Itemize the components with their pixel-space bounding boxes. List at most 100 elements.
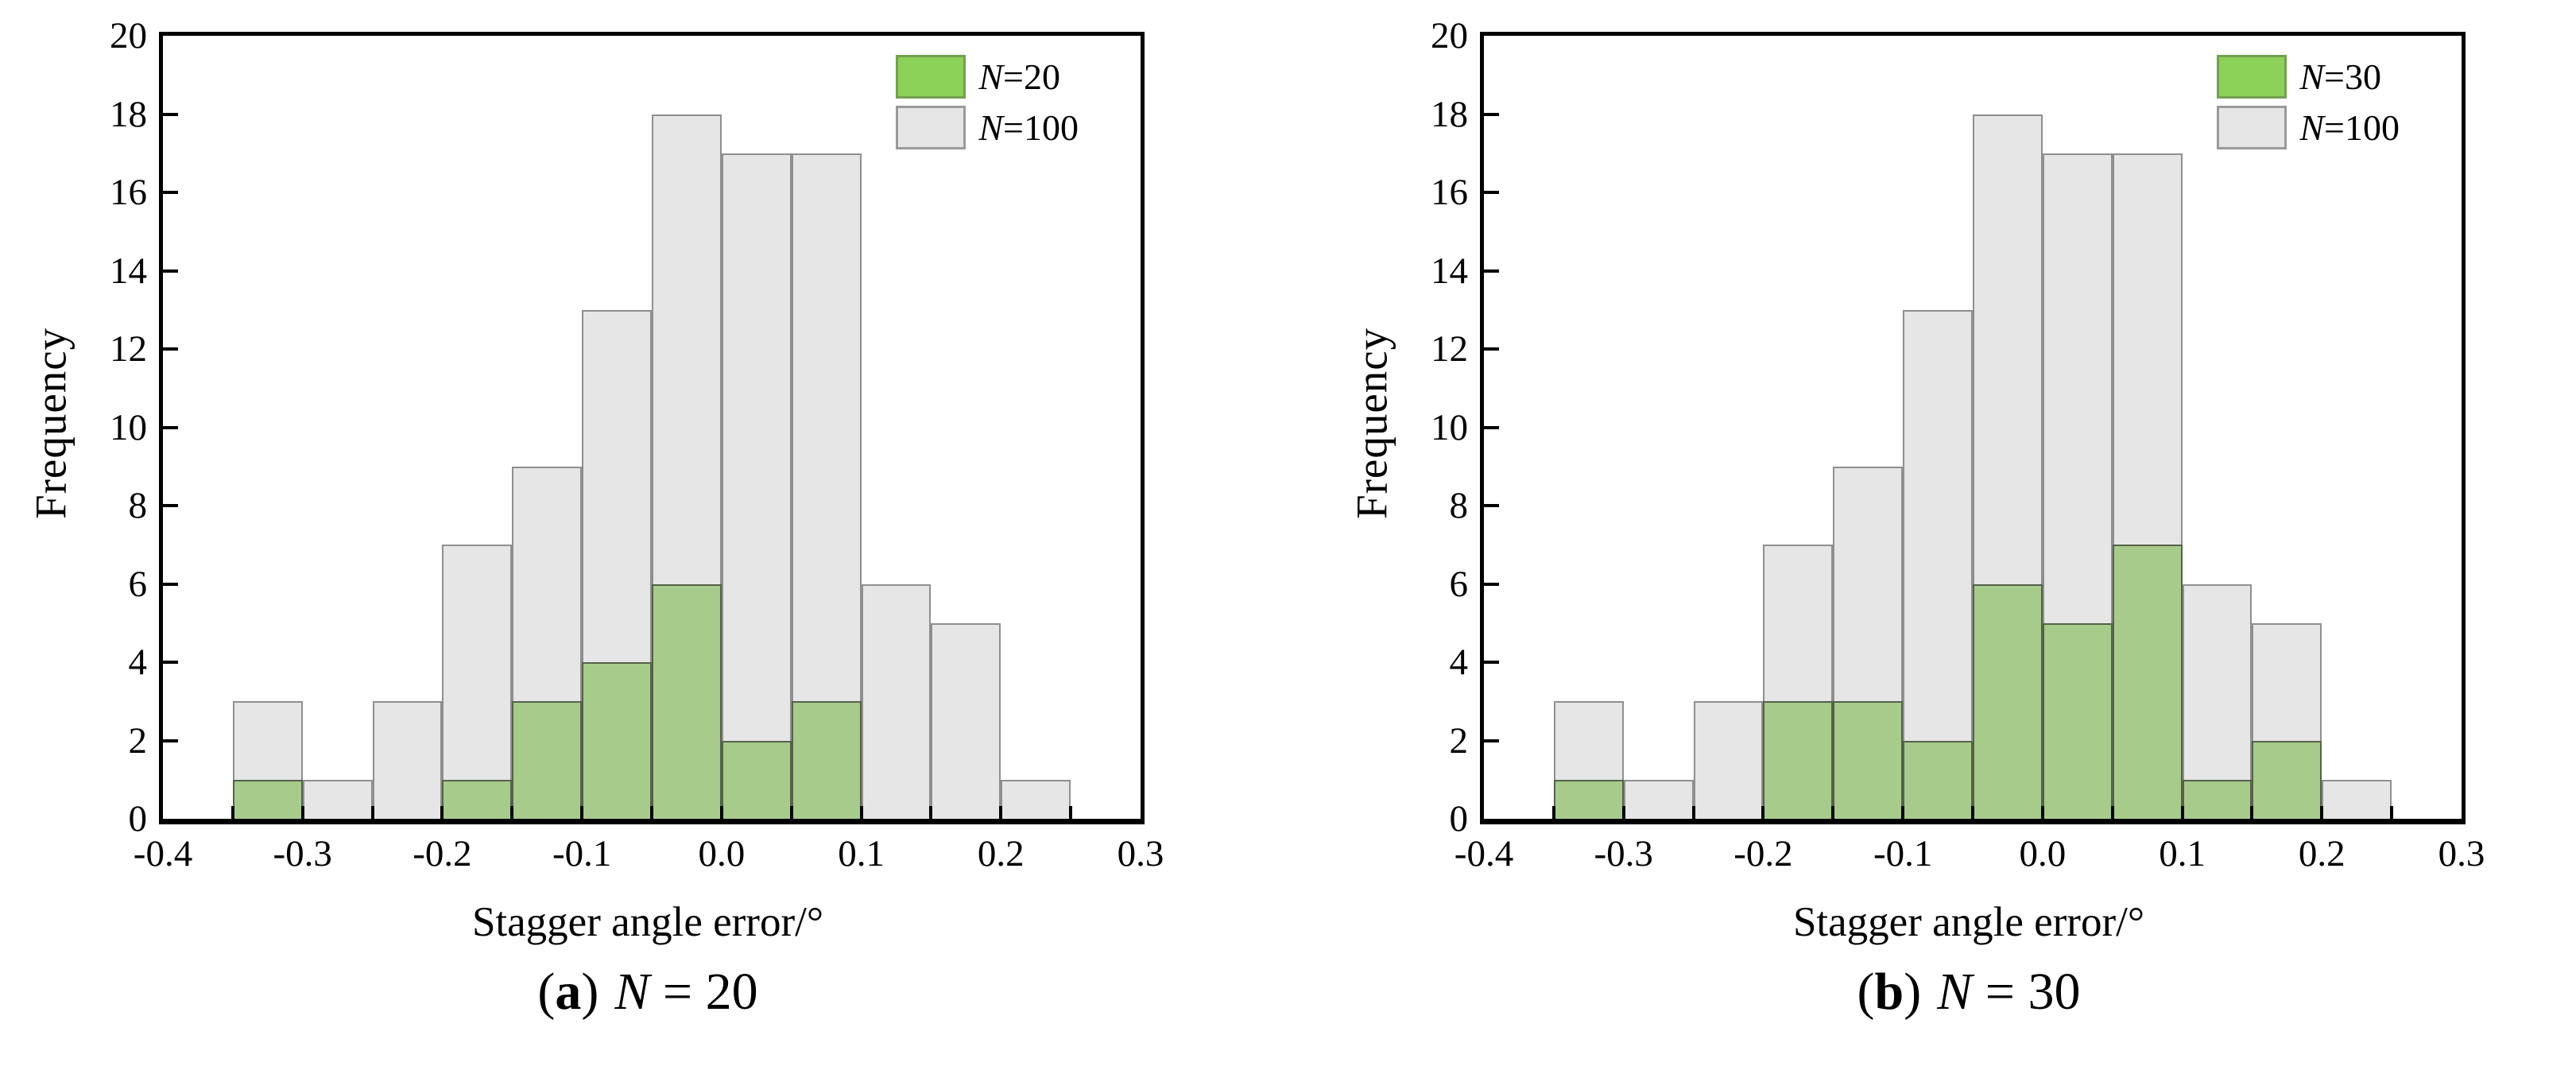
x-tick-mark bbox=[1551, 806, 1555, 819]
histogram-bar-N=30 bbox=[2042, 622, 2113, 819]
y-tick-mark bbox=[163, 347, 178, 351]
x-tick-mark bbox=[230, 806, 234, 819]
y-tick-label: 10 bbox=[110, 406, 147, 448]
histogram-bar-N=20 bbox=[442, 779, 513, 819]
y-tick-label: 12 bbox=[110, 328, 147, 370]
y-tick-label: 4 bbox=[128, 642, 148, 683]
histogram-bar-N=100 bbox=[1903, 309, 1973, 819]
y-tick-label: 4 bbox=[1449, 642, 1469, 683]
x-tick-mark bbox=[929, 806, 933, 819]
y-tick-label: 16 bbox=[1431, 172, 1468, 213]
y-tick-mark bbox=[163, 112, 178, 116]
y-tick-label: 8 bbox=[1449, 485, 1469, 526]
histogram-bar-N=30 bbox=[1973, 583, 2043, 819]
y-tick-label: 14 bbox=[1431, 250, 1468, 292]
chart-panel-b: Frequency -0.4 -0.3 -0.2 -0.1 0.0 0.1 0.2 0.3 0 2… bbox=[1321, 0, 2576, 1070]
caption-paren: ( bbox=[1857, 963, 1875, 1021]
x-tick-label: 0.1 bbox=[2159, 833, 2206, 874]
x-tick-mark bbox=[1831, 806, 1835, 819]
x-axis-title: Stagger angle error/° bbox=[1792, 899, 2145, 945]
x-tick-label: -0.3 bbox=[1594, 833, 1653, 874]
x-tick-mark bbox=[650, 806, 653, 819]
histogram-bar-N=100 bbox=[1001, 779, 1071, 819]
x-tick-mark bbox=[1761, 806, 1765, 819]
legend: N=20 N=100 bbox=[896, 55, 1079, 149]
x-tick-mark bbox=[370, 806, 374, 819]
y-tick-label: 14 bbox=[110, 250, 147, 292]
x-tick-mark bbox=[1069, 806, 1073, 819]
y-tick-label: 6 bbox=[1449, 563, 1469, 605]
caption-letter: a bbox=[555, 963, 582, 1021]
x-tick-mark bbox=[2180, 806, 2184, 819]
caption-paren: ( bbox=[537, 963, 556, 1021]
histogram-bar-N=100 bbox=[2322, 779, 2392, 819]
x-tick-mark bbox=[999, 806, 1003, 819]
x-tick-label: -0.4 bbox=[133, 833, 193, 874]
caption-var: N bbox=[614, 963, 650, 1021]
legend-item-n30: N=30 bbox=[2217, 55, 2400, 99]
y-tick-mark bbox=[1484, 191, 1499, 194]
x-tick-mark bbox=[2320, 806, 2324, 819]
legend-label: N=100 bbox=[2299, 106, 2400, 149]
x-tick-label: -0.1 bbox=[552, 833, 612, 874]
histogram-bar-N=100 bbox=[372, 701, 443, 819]
caption-var: N bbox=[1937, 963, 1973, 1021]
caption-paren: ) bbox=[1904, 963, 1922, 1021]
histogram-bar-N=100 bbox=[442, 545, 513, 819]
histogram-bar-N=30 bbox=[2112, 545, 2183, 819]
y-tick-label: 8 bbox=[128, 485, 148, 526]
histogram-bar-N=100 bbox=[302, 779, 373, 819]
bars-layer: -0.4 -0.3 -0.2 -0.1 0.0 0.1 0.2 0.3 0 2 4 6 8 10 12 14 1… bbox=[1431, 15, 2485, 874]
legend-var: N bbox=[2299, 107, 2325, 148]
y-tick-label: 2 bbox=[1449, 719, 1469, 762]
x-tick-mark bbox=[2250, 806, 2254, 819]
legend-item-n100: N=100 bbox=[2217, 106, 2400, 149]
y-tick-mark bbox=[1484, 661, 1499, 664]
caption-value: = 20 bbox=[649, 963, 758, 1021]
x-tick-mark bbox=[2390, 806, 2394, 819]
y-tick-mark bbox=[163, 504, 178, 507]
y-tick-label: 0 bbox=[1449, 798, 1469, 839]
caption-b: (b) N = 30 bbox=[1480, 962, 2458, 1022]
x-tick-label: 0.0 bbox=[698, 833, 746, 874]
legend-label: N=30 bbox=[2299, 55, 2381, 99]
plot-area-b: -0.4 -0.3 -0.2 -0.1 0.0 0.1 0.2 0.3 0 2 4 6 8 10 12 14 1… bbox=[1431, 15, 2485, 874]
y-tick-mark bbox=[163, 582, 178, 586]
histogram-bar-N=20 bbox=[512, 701, 583, 819]
histogram-bar-N=20 bbox=[652, 583, 722, 819]
plot-area-a: -0.4 -0.3 -0.2 -0.1 0.0 0.1 0.2 0.3 0 2 4 6 8 10 12 14 1… bbox=[110, 15, 1164, 874]
y-tick-mark bbox=[163, 425, 178, 429]
y-tick-mark bbox=[163, 269, 178, 273]
legend-value: =100 bbox=[1003, 107, 1079, 148]
y-tick-label: 16 bbox=[110, 172, 147, 213]
y-tick-mark bbox=[1484, 582, 1499, 586]
legend-item-n100: N=100 bbox=[896, 106, 1079, 149]
x-tick-label: 0.1 bbox=[838, 833, 885, 874]
x-tick-label: -0.2 bbox=[413, 833, 472, 874]
y-tick-label: 0 bbox=[128, 798, 148, 839]
x-tick-mark bbox=[1971, 806, 1974, 819]
y-tick-mark bbox=[1484, 425, 1499, 429]
x-tick-mark bbox=[2110, 806, 2114, 819]
x-axis-title: Stagger angle error/° bbox=[471, 899, 824, 945]
x-tick-label: -0.3 bbox=[273, 833, 332, 874]
caption-letter: b bbox=[1874, 963, 1904, 1021]
y-tick-mark bbox=[1484, 269, 1499, 273]
histogram-bar-N=100 bbox=[1693, 701, 1764, 819]
x-tick-label: -0.2 bbox=[1733, 833, 1793, 874]
histogram-bar-N=30 bbox=[1903, 740, 1973, 819]
x-tick-label: 0.2 bbox=[2298, 833, 2346, 874]
y-tick-label: 6 bbox=[128, 563, 148, 605]
legend-label: N=100 bbox=[978, 106, 1079, 149]
x-tick-label: -0.1 bbox=[1873, 833, 1933, 874]
histogram-bar-N=30 bbox=[1763, 701, 1834, 819]
chart-panel-a: Frequency -0.4 -0.3 -0.2 -0.1 0.0 0.1 0.2 0.3 0 2… bbox=[27, 15, 1164, 1021]
legend-item-n20: N=20 bbox=[896, 55, 1079, 99]
x-tick-mark bbox=[440, 806, 444, 819]
legend-swatch-gray bbox=[2217, 106, 2287, 149]
y-tick-label: 2 bbox=[128, 719, 148, 762]
histogram-bar-N=100 bbox=[721, 153, 792, 819]
histogram-bar-N=20 bbox=[791, 701, 862, 819]
legend: N=30 N=100 bbox=[2217, 55, 2400, 149]
